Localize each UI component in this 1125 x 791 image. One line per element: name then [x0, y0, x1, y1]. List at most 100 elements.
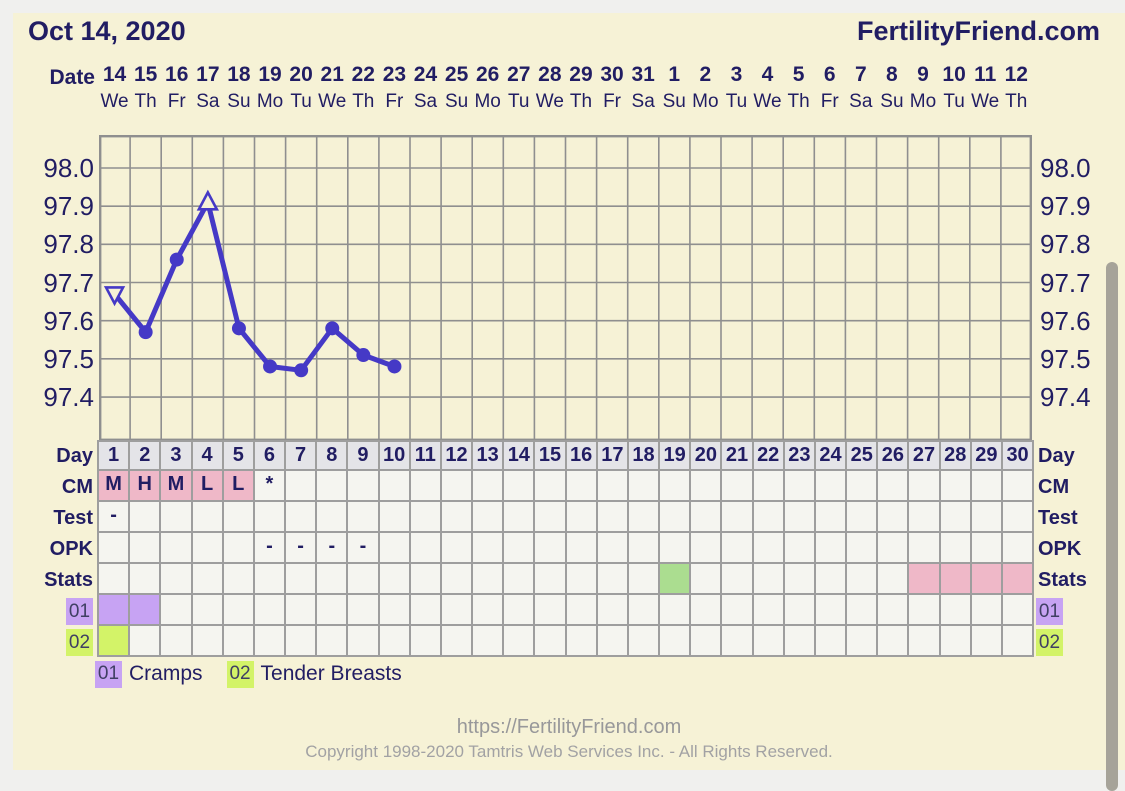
test-cell[interactable] — [223, 502, 255, 533]
temp-marker-circle[interactable] — [138, 325, 153, 340]
opk-cell[interactable] — [971, 533, 1003, 564]
stats-cell[interactable] — [473, 564, 505, 595]
day-number-cell[interactable]: 1 — [97, 440, 131, 471]
day-number-cell[interactable]: 18 — [628, 440, 661, 471]
opk-cell[interactable] — [97, 533, 131, 564]
symptom-cell[interactable] — [286, 595, 318, 626]
test-cell[interactable] — [130, 502, 162, 533]
stats-cell[interactable] — [691, 564, 723, 595]
symptom-cell[interactable] — [1002, 626, 1035, 657]
cm-cell[interactable]: * — [254, 471, 287, 502]
test-cell[interactable] — [192, 502, 224, 533]
symptom-cell[interactable] — [254, 595, 287, 626]
test-cell[interactable] — [691, 502, 723, 533]
stats-cell[interactable] — [784, 564, 816, 595]
cm-cell[interactable] — [410, 471, 442, 502]
stats-cell[interactable] — [317, 564, 349, 595]
day-number-cell[interactable]: 17 — [597, 440, 629, 471]
opk-cell[interactable]: - — [348, 533, 380, 564]
day-number-cell[interactable]: 12 — [441, 440, 474, 471]
scrollbar-thumb[interactable] — [1106, 262, 1118, 791]
temp-marker-triangle-up[interactable] — [196, 189, 220, 211]
test-cell[interactable] — [909, 502, 941, 533]
test-cell[interactable] — [847, 502, 879, 533]
stats-cell[interactable] — [504, 564, 536, 595]
temp-marker-circle[interactable] — [387, 359, 402, 374]
symptom-cell[interactable] — [161, 595, 193, 626]
stats-cell[interactable] — [535, 564, 567, 595]
symptom-cell[interactable] — [161, 626, 193, 657]
test-cell[interactable] — [660, 502, 692, 533]
test-cell[interactable] — [473, 502, 505, 533]
stats-cell[interactable] — [348, 564, 380, 595]
symptom-cell[interactable] — [223, 626, 255, 657]
cm-cell[interactable] — [847, 471, 879, 502]
test-cell[interactable] — [317, 502, 349, 533]
opk-cell[interactable] — [909, 533, 941, 564]
symptom-cell[interactable] — [628, 626, 661, 657]
day-number-cell[interactable]: 19 — [660, 440, 692, 471]
opk-cell[interactable] — [784, 533, 816, 564]
symptom-cell[interactable] — [504, 626, 536, 657]
opk-cell[interactable] — [441, 533, 474, 564]
symptom-cell[interactable] — [597, 595, 629, 626]
symptom-cell[interactable] — [504, 595, 536, 626]
cm-cell[interactable] — [441, 471, 474, 502]
opk-cell[interactable] — [815, 533, 848, 564]
test-cell[interactable]: - — [97, 502, 131, 533]
symptom-cell[interactable] — [473, 626, 505, 657]
cm-cell[interactable] — [348, 471, 380, 502]
test-cell[interactable] — [286, 502, 318, 533]
stats-cell[interactable] — [97, 564, 131, 595]
test-cell[interactable] — [566, 502, 598, 533]
day-number-cell[interactable]: 9 — [348, 440, 380, 471]
opk-cell[interactable] — [473, 533, 505, 564]
stats-cell[interactable] — [379, 564, 411, 595]
symptom-cell[interactable] — [535, 626, 567, 657]
stats-cell[interactable] — [286, 564, 318, 595]
stats-cell[interactable] — [192, 564, 224, 595]
test-cell[interactable] — [722, 502, 754, 533]
test-cell[interactable] — [971, 502, 1003, 533]
symptom-cell[interactable] — [441, 626, 474, 657]
stats-cell[interactable] — [878, 564, 910, 595]
day-number-cell[interactable]: 27 — [909, 440, 941, 471]
symptom-cell[interactable] — [317, 595, 349, 626]
cm-cell[interactable] — [1002, 471, 1035, 502]
opk-cell[interactable] — [379, 533, 411, 564]
temp-marker-circle[interactable] — [356, 348, 371, 363]
stats-cell[interactable] — [722, 564, 754, 595]
opk-cell[interactable] — [878, 533, 910, 564]
symptom-cell[interactable] — [192, 626, 224, 657]
cm-cell[interactable] — [660, 471, 692, 502]
cm-cell[interactable] — [535, 471, 567, 502]
opk-cell[interactable] — [504, 533, 536, 564]
stats-cell[interactable] — [1002, 564, 1035, 595]
symptom-cell[interactable] — [878, 626, 910, 657]
opk-cell[interactable] — [223, 533, 255, 564]
test-cell[interactable] — [815, 502, 848, 533]
symptom-cell[interactable] — [971, 595, 1003, 626]
opk-cell[interactable] — [130, 533, 162, 564]
cm-cell[interactable] — [722, 471, 754, 502]
test-cell[interactable] — [628, 502, 661, 533]
symptom-cell[interactable] — [878, 595, 910, 626]
symptom-cell[interactable] — [940, 626, 972, 657]
stats-cell[interactable] — [909, 564, 941, 595]
symptom-cell[interactable] — [815, 595, 848, 626]
cm-cell[interactable] — [504, 471, 536, 502]
test-cell[interactable] — [1002, 502, 1035, 533]
stats-cell[interactable] — [410, 564, 442, 595]
stats-cell[interactable] — [441, 564, 474, 595]
temp-marker-circle[interactable] — [263, 359, 278, 374]
cm-cell[interactable]: L — [223, 471, 255, 502]
day-number-cell[interactable]: 11 — [410, 440, 442, 471]
opk-cell[interactable] — [410, 533, 442, 564]
test-cell[interactable] — [940, 502, 972, 533]
day-number-cell[interactable]: 28 — [940, 440, 972, 471]
opk-cell[interactable] — [940, 533, 972, 564]
stats-cell[interactable] — [847, 564, 879, 595]
test-cell[interactable] — [161, 502, 193, 533]
symptom-cell[interactable] — [130, 595, 162, 626]
day-number-cell[interactable]: 10 — [379, 440, 411, 471]
